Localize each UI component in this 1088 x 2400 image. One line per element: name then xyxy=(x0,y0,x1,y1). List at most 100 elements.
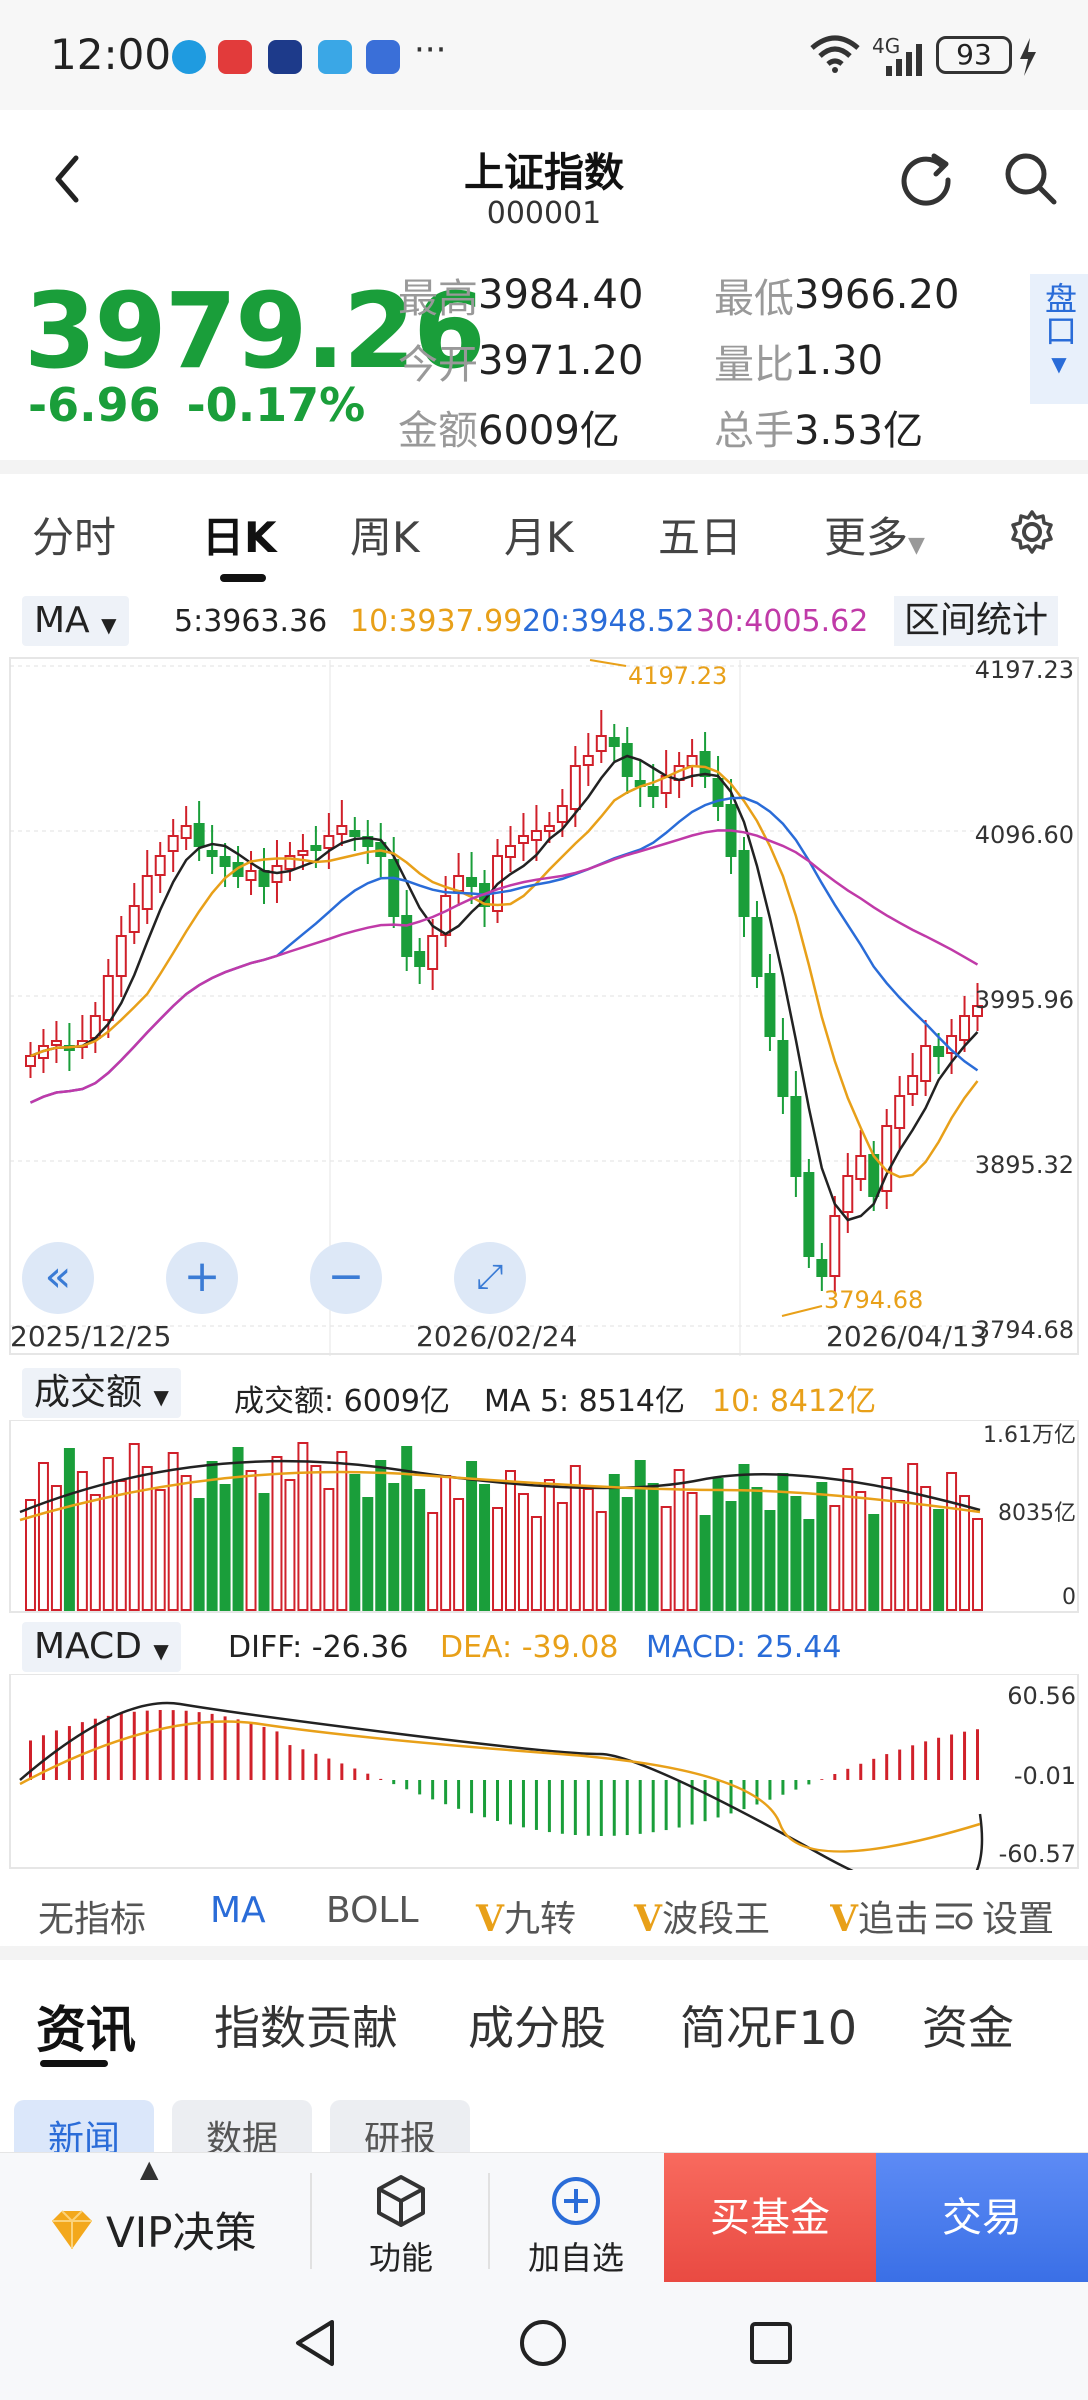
candle-body xyxy=(556,805,568,823)
scroll-left-button[interactable]: « xyxy=(22,1242,94,1314)
indicator-nine-turn[interactable]: V九转 xyxy=(476,1890,576,1942)
stat-label: 最高 xyxy=(398,276,478,322)
stock-code: 000001 xyxy=(486,196,602,231)
header: 上证指数 000001 xyxy=(0,110,1088,260)
indicator-none[interactable]: 无指标 xyxy=(38,1899,147,1940)
kline-chart[interactable]: 4197.23 4096.60 3995.96 3895.32 3794.68 … xyxy=(0,656,1088,1356)
volume-bar xyxy=(219,1484,231,1611)
indicator-boll[interactable]: BOLL xyxy=(326,1890,419,1931)
vip-decision-button[interactable]: VIP决策 xyxy=(46,2199,256,2260)
ma-selector[interactable]: MA ▼ xyxy=(22,596,129,646)
volume-bar xyxy=(829,1505,841,1611)
tab-daily-k[interactable]: 日K xyxy=(202,513,277,562)
tab-intraday[interactable]: 分时 xyxy=(32,513,117,562)
add-watchlist-button[interactable]: 加自选 xyxy=(520,2173,632,2279)
volume-bar xyxy=(154,1489,166,1611)
candle-body xyxy=(141,875,153,910)
tab-capital-flow[interactable]: 资金 xyxy=(922,2001,1014,2055)
volume-bar xyxy=(284,1479,296,1611)
volume-bar xyxy=(543,1479,555,1611)
nav-back-icon[interactable] xyxy=(292,2318,338,2368)
tab-more[interactable]: 更多▼ xyxy=(824,504,925,565)
volume-chart[interactable]: 1.61万亿 8035亿 0 xyxy=(0,1420,1088,1614)
back-icon[interactable] xyxy=(52,154,82,204)
settings-gear-icon[interactable] xyxy=(1008,508,1056,556)
candle-body xyxy=(595,735,607,752)
y-tick-label: 3794.68 xyxy=(975,1316,1074,1344)
search-icon[interactable] xyxy=(1002,150,1058,206)
candle-body xyxy=(180,825,192,839)
volume-selector[interactable]: 成交额 ▼ xyxy=(22,1368,181,1418)
tab-more-label: 更多 xyxy=(824,513,909,562)
volume-bar xyxy=(479,1484,491,1611)
macd-histogram xyxy=(28,1710,980,1836)
volume-bar xyxy=(530,1516,542,1611)
volume-bar xyxy=(362,1497,374,1611)
buy-fund-button[interactable]: 买基金 xyxy=(664,2153,876,2283)
macd-value: MACD: 25.44 xyxy=(646,1630,842,1665)
subtab-news[interactable]: 新闻 xyxy=(14,2100,154,2160)
volume-bar xyxy=(310,1465,322,1611)
fullscreen-button[interactable]: ⤢ xyxy=(454,1242,526,1314)
stat-amount: 金额 6009亿 xyxy=(398,398,620,456)
tab-five-day[interactable]: 五日 xyxy=(658,513,743,562)
candle-body xyxy=(154,855,166,876)
tab-profile-f10[interactable]: 简况F10 xyxy=(680,2001,857,2055)
indicator-ma[interactable]: MA xyxy=(210,1890,266,1931)
volume-bar xyxy=(972,1518,984,1611)
candle-body xyxy=(907,1075,919,1095)
candle-body xyxy=(517,835,529,844)
indicator-chase[interactable]: V追击 xyxy=(830,1890,926,1942)
candle-body xyxy=(933,1046,945,1057)
indicator-label: 波段王 xyxy=(661,1899,770,1940)
volume-ma-lines xyxy=(19,1459,981,1522)
function-button[interactable]: 功能 xyxy=(356,2173,446,2279)
volume-bar xyxy=(894,1500,906,1611)
tab-index-contribution[interactable]: 指数贡献 xyxy=(214,2001,398,2055)
app-notification-icon xyxy=(218,40,252,74)
volume-bar xyxy=(595,1511,607,1611)
volume-bar xyxy=(777,1473,789,1611)
tab-weekly-k[interactable]: 周K xyxy=(350,513,420,562)
app-notification-icon xyxy=(318,40,352,74)
chart-frame xyxy=(9,657,1079,1355)
ma-line xyxy=(30,754,979,1222)
macd-selector[interactable]: MACD ▼ xyxy=(22,1622,181,1672)
volume-bar xyxy=(323,1488,335,1611)
range-stats-button[interactable]: 区间统计 xyxy=(894,596,1059,646)
zoom-in-button[interactable]: + xyxy=(166,1242,238,1314)
stat-label: 量比 xyxy=(714,342,794,388)
macd-chart[interactable]: 60.56 -0.01 -60.57 xyxy=(0,1674,1088,1870)
volume-bar xyxy=(881,1477,893,1611)
indicator-settings-label: 设置 xyxy=(982,1899,1055,1940)
status-bar: 12:00 ··· 4G 93 xyxy=(0,0,1088,110)
candle-body xyxy=(297,850,309,856)
indicator-settings-button[interactable]: 设置 xyxy=(934,1890,1055,1942)
v-badge-icon: V xyxy=(476,1898,504,1940)
candle-body xyxy=(751,917,763,977)
tab-monthly-k[interactable]: 月K xyxy=(504,513,574,562)
trade-button[interactable]: 交易 xyxy=(876,2153,1088,2283)
candle-body xyxy=(569,765,581,810)
indicator-wave-king[interactable]: V波段王 xyxy=(634,1890,770,1942)
zoom-out-button[interactable]: − xyxy=(310,1242,382,1314)
volume-axis-label: 1.61万亿 xyxy=(983,1423,1076,1448)
expand-up-icon[interactable]: ▲ xyxy=(140,2155,159,2183)
tab-constituents[interactable]: 成分股 xyxy=(468,2001,606,2055)
candle-body xyxy=(738,850,750,917)
order-book-button[interactable]: 盘口 ▼ xyxy=(1030,274,1088,404)
nav-home-icon[interactable] xyxy=(518,2318,568,2368)
more-notifications-icon: ··· xyxy=(414,30,447,70)
subtab-data[interactable]: 数据 xyxy=(172,2100,312,2160)
y-tick-label: 3895.32 xyxy=(975,1151,1074,1179)
volume-bar xyxy=(634,1460,646,1611)
nav-recents-icon[interactable] xyxy=(748,2320,794,2366)
x-tick-label: 2025/12/25 xyxy=(10,1320,171,1353)
volume-ma5: MA 5: 8514亿 xyxy=(484,1384,686,1419)
tab-news[interactable]: 资讯 xyxy=(36,2001,136,2059)
min-label-leader xyxy=(781,1305,823,1317)
refresh-icon[interactable] xyxy=(898,150,954,206)
app-notification-icon xyxy=(172,40,206,74)
subtab-research[interactable]: 研报 xyxy=(330,2100,470,2160)
candle-body xyxy=(842,1175,854,1213)
